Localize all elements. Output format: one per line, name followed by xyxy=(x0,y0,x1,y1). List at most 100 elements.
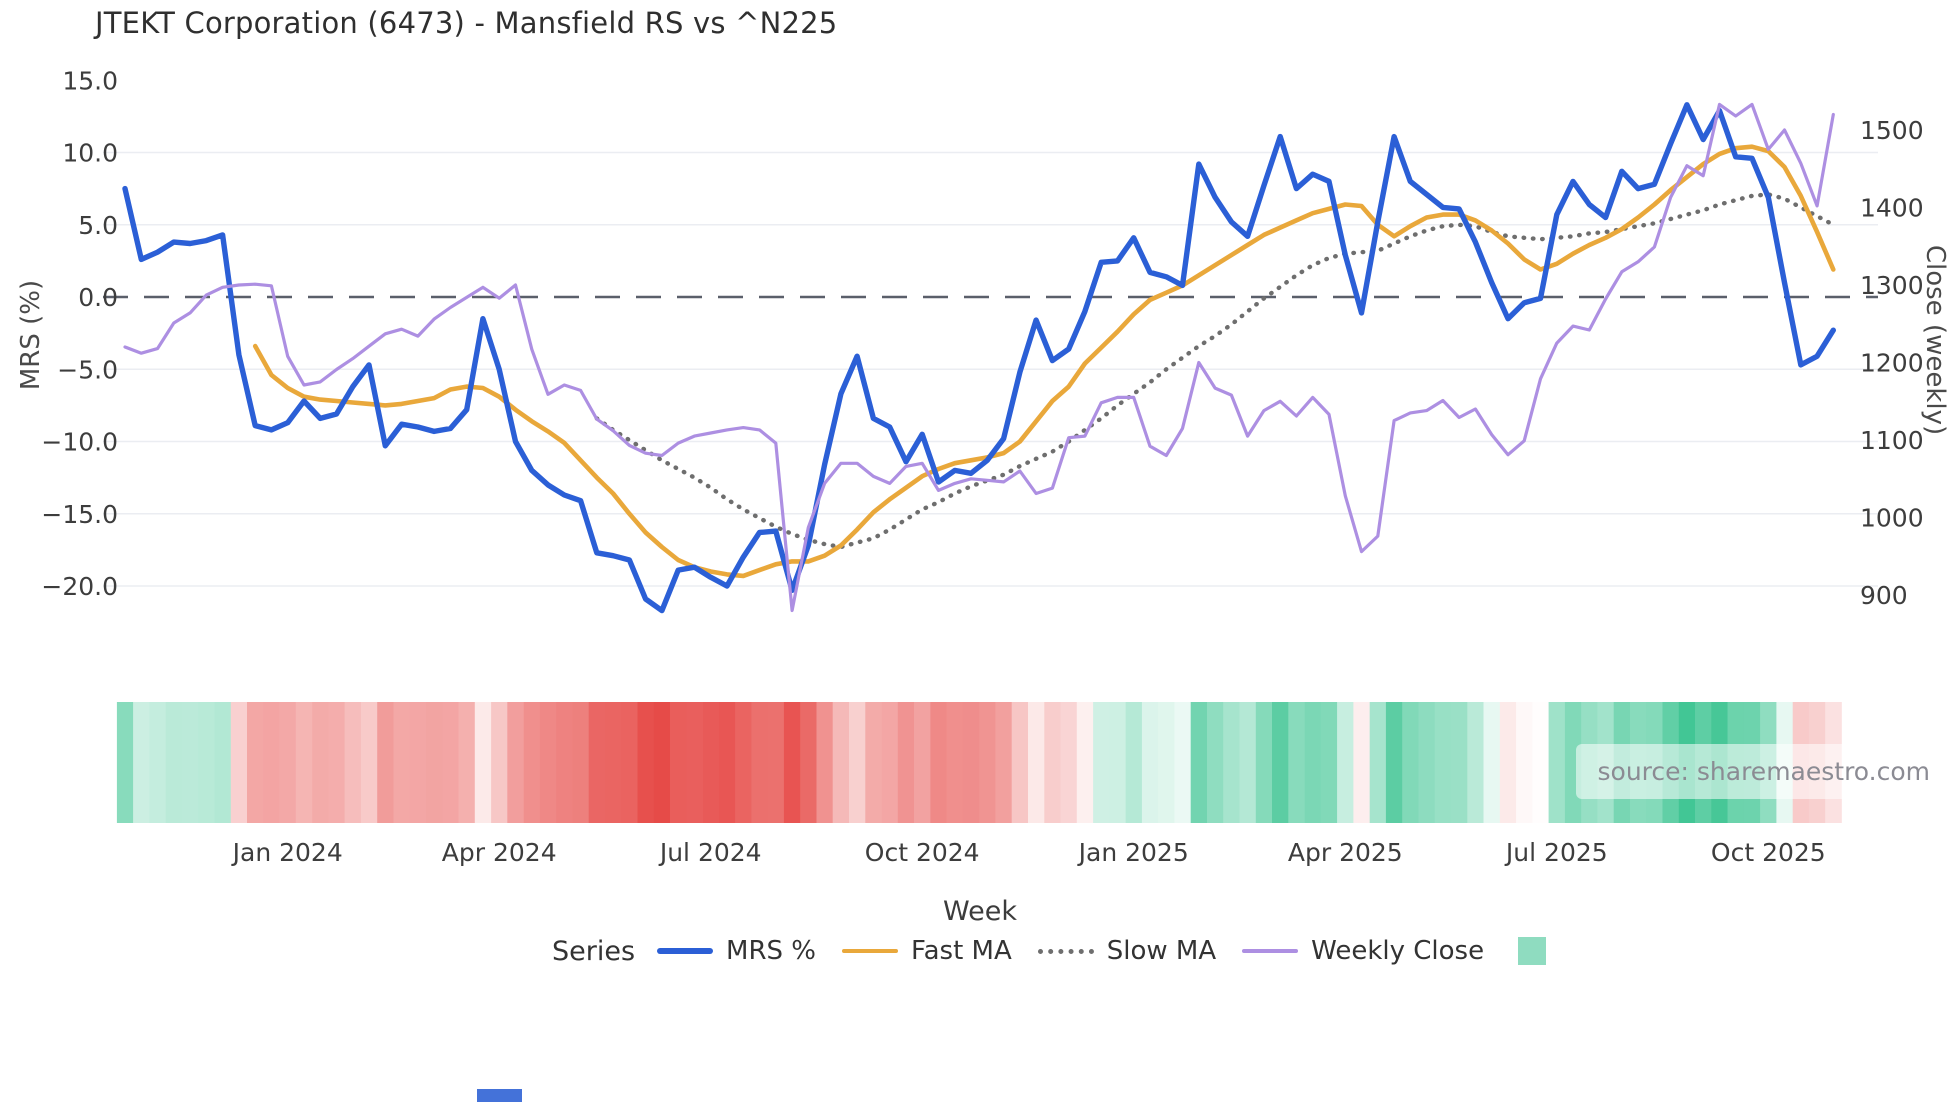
heat-cell xyxy=(1158,702,1175,823)
heat-cell xyxy=(1109,702,1126,823)
mrs--line xyxy=(122,102,1837,614)
heat-cell xyxy=(849,702,866,823)
heat-cell xyxy=(1060,702,1078,823)
heat-cell xyxy=(1483,702,1501,823)
left-tick-label: −5.0 xyxy=(57,355,118,384)
heat-cell xyxy=(214,702,232,823)
heat-cell xyxy=(1093,702,1110,823)
heat-cell xyxy=(198,702,215,823)
heat-cell xyxy=(263,702,280,823)
heat-cell xyxy=(181,702,199,823)
heat-cell xyxy=(247,702,264,823)
slow-ma-dotted-swatch-icon xyxy=(1037,948,1094,954)
legend-item-label: Slow MA xyxy=(1106,936,1217,966)
weekly-close-line xyxy=(123,102,1835,613)
legend-item-mrs: MRS % xyxy=(657,936,816,966)
x-tick-label: Jan 2024 xyxy=(231,838,343,867)
heat-cell xyxy=(1467,702,1484,823)
right-tick-label: 1400 xyxy=(1860,194,1924,223)
heat-cell xyxy=(962,702,980,823)
heat-cell xyxy=(1337,702,1354,823)
heat-cell xyxy=(995,702,1013,823)
heat-cell xyxy=(556,702,573,823)
heat-cell xyxy=(1288,702,1305,823)
heat-cell xyxy=(344,702,362,823)
legend: Series MRS % Fast MA Slow MA Weekly Clos… xyxy=(552,930,1547,972)
slow-ma-line xyxy=(594,192,1836,550)
heat-cell xyxy=(1028,702,1045,823)
bottom-edge-fragment xyxy=(477,1089,522,1102)
legend-item-weekly-close: Weekly Close xyxy=(1242,936,1484,966)
heat-cell xyxy=(1532,702,1550,823)
heat-cell xyxy=(702,702,720,823)
heat-cell xyxy=(133,702,150,823)
heat-cell xyxy=(930,702,948,823)
legend-title: Series xyxy=(552,935,636,967)
heat-cell xyxy=(605,702,622,823)
heat-cell xyxy=(1402,702,1419,823)
x-axis-title: Week xyxy=(943,896,1017,927)
legend-item-label: Fast MA xyxy=(911,936,1012,966)
heat-cell xyxy=(295,702,313,823)
right-tick-label: 1200 xyxy=(1860,349,1924,378)
left-tick-label: 0.0 xyxy=(78,283,118,312)
left-tick-label: 10.0 xyxy=(62,139,118,168)
heat-cell xyxy=(474,702,492,823)
right-tick-label: 900 xyxy=(1860,581,1908,610)
heat-cell xyxy=(165,702,183,823)
heat-cell xyxy=(816,702,834,823)
left-axis-title: MRS (%) xyxy=(16,279,46,391)
heat-cell xyxy=(1548,702,1566,823)
heat-cell xyxy=(653,702,671,823)
heat-cell xyxy=(230,702,248,823)
heat-cell xyxy=(1125,702,1143,823)
heat-cell xyxy=(149,702,167,823)
heat-cell xyxy=(1369,702,1387,823)
heat-cell xyxy=(393,702,411,823)
right-tick-label: 1100 xyxy=(1860,426,1924,455)
heat-cell xyxy=(328,702,346,823)
source-text: source: sharemaestro.com xyxy=(1597,757,1931,786)
x-tick-label: Jul 2025 xyxy=(1504,838,1608,867)
heat-cell xyxy=(1190,702,1208,823)
heat-cell xyxy=(1011,702,1029,823)
heat-cell xyxy=(1044,702,1061,823)
heat-cell xyxy=(767,702,785,823)
heat-cell xyxy=(946,702,964,823)
heat-cell xyxy=(458,702,476,823)
heat-cell xyxy=(572,702,590,823)
heat-cell xyxy=(1174,702,1192,823)
heat-cell xyxy=(881,702,899,823)
heat-cell xyxy=(670,702,687,823)
heat-cell xyxy=(312,702,329,823)
heat-cell xyxy=(1304,702,1322,823)
x-tick-label: Jan 2025 xyxy=(1077,838,1189,867)
heat-cell xyxy=(279,702,297,823)
fast-ma-line xyxy=(252,144,1836,579)
chart-title: JTEKT Corporation (6473) - Mansfield RS … xyxy=(95,6,838,40)
heat-cell xyxy=(897,702,915,823)
heat-cell xyxy=(751,702,769,823)
x-tick-label: Apr 2024 xyxy=(442,838,557,867)
right-axis-title: Close (weekly) xyxy=(1920,244,1950,436)
heat-cell xyxy=(377,702,394,823)
legend-item-slow-ma: Slow MA xyxy=(1037,936,1217,966)
right-tick-label: 1500 xyxy=(1860,116,1924,145)
fast-ma-line-swatch-icon xyxy=(842,949,899,953)
heat-cell xyxy=(735,702,752,823)
source-attribution: source: sharemaestro.com xyxy=(1575,744,1952,799)
heat-cell xyxy=(914,702,931,823)
heat-cell xyxy=(539,702,557,823)
right-tick-label: 1300 xyxy=(1860,271,1924,300)
heat-cell xyxy=(1418,702,1436,823)
heat-cell xyxy=(783,702,801,823)
heat-cell xyxy=(442,702,459,823)
left-tick-label: 15.0 xyxy=(62,66,118,95)
right-tick-label: 1000 xyxy=(1860,504,1924,533)
x-tick-label: Apr 2025 xyxy=(1288,838,1403,867)
heat-cell xyxy=(491,702,508,823)
heat-cell xyxy=(865,702,882,823)
left-tick-label: −20.0 xyxy=(41,572,118,601)
heat-cell xyxy=(1272,702,1289,823)
